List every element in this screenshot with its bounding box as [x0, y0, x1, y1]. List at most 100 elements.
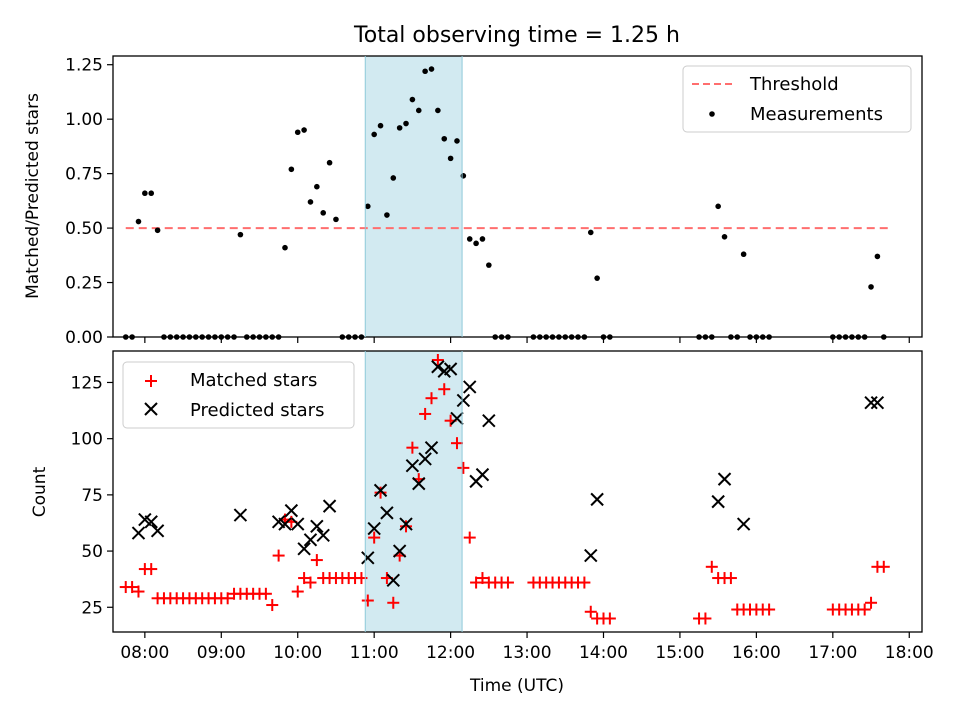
y-tick-label: 75 — [81, 486, 103, 506]
bottom-legend: Matched stars Predicted stars — [122, 361, 355, 429]
measurement-point — [454, 138, 460, 144]
matched-star-point — [438, 383, 451, 396]
predicted-star-point — [431, 360, 445, 374]
predicted-star-point — [316, 528, 330, 543]
x-tick-label: 09:00 — [197, 643, 246, 663]
matched-star-point — [310, 554, 323, 567]
x-tick-label: 11:00 — [350, 643, 399, 663]
measurement-point — [326, 159, 333, 166]
measurement-point — [473, 240, 479, 247]
measurement-point — [288, 166, 295, 173]
predicted-star-point — [405, 458, 420, 473]
predicted-star-point — [711, 494, 725, 509]
y-tick-label: 0.75 — [65, 165, 103, 185]
measurement-point — [237, 231, 244, 238]
matched-star-point — [425, 392, 438, 405]
measurement-point — [377, 122, 384, 129]
measurement-point — [587, 229, 594, 236]
legend-predicted-swatch — [144, 402, 158, 416]
bottom-matched-points — [119, 353, 890, 625]
predicted-star-point — [373, 483, 388, 498]
top-legend: Threshold Measurements — [682, 65, 912, 133]
measurement-point — [403, 120, 409, 127]
predicted-star-point — [864, 395, 878, 410]
x-axis-label: Time (UTC) — [469, 676, 564, 696]
predicted-star-point — [717, 472, 732, 486]
measurement-point — [874, 253, 881, 260]
predicted-star-point — [322, 499, 337, 513]
measurement-point — [721, 233, 728, 240]
predicted-star-point — [424, 440, 439, 455]
predicted-star-point — [456, 393, 471, 408]
legend-matched-label: Matched stars — [190, 370, 317, 391]
measurement-point — [301, 127, 307, 133]
predicted-star-point — [233, 508, 248, 522]
predicted-star-point — [386, 573, 400, 588]
matched-star-point — [705, 560, 718, 573]
measurement-point — [486, 262, 492, 268]
measurement-point — [435, 107, 441, 114]
measurement-point — [333, 216, 339, 223]
predicted-star-point — [291, 517, 305, 531]
y-tick-label: 125 — [71, 373, 103, 393]
predicted-star-point — [399, 517, 413, 531]
bottom-y-axis-label: Count — [30, 466, 50, 517]
measurement-point — [422, 68, 428, 75]
matched-star-point — [699, 612, 712, 625]
predicted-star-point — [278, 517, 292, 531]
measurement-point — [396, 125, 403, 131]
measurement-point — [154, 227, 161, 234]
matched-star-point — [406, 441, 419, 454]
x-tick-label: 08:00 — [120, 643, 169, 663]
bottom-predicted-points — [131, 360, 885, 588]
predicted-star-point — [584, 548, 598, 563]
matched-star-point — [584, 605, 597, 618]
x-tick-label: 12:00 — [426, 643, 475, 663]
matched-star-point — [858, 603, 871, 616]
bottom-legend-frame — [122, 361, 355, 429]
measurement-point — [135, 218, 142, 225]
predicted-star-point — [380, 506, 394, 520]
predicted-star-point — [870, 395, 885, 410]
matched-star-point — [304, 576, 317, 589]
measurement-point — [320, 210, 327, 216]
predicted-star-point — [367, 521, 381, 536]
measurement-point — [371, 131, 377, 138]
matched-star-point — [387, 596, 400, 609]
measurement-point — [148, 190, 155, 197]
y-tick-label: 1.25 — [65, 56, 103, 76]
y-tick-label: 1.00 — [65, 110, 103, 130]
bottom-plot-frame — [112, 350, 923, 633]
chart-title: Total observing time = 1.25 h — [353, 23, 680, 48]
matched-star-point — [266, 599, 279, 612]
matched-star-point — [470, 576, 483, 589]
y-tick-label: 0.50 — [65, 219, 103, 239]
measurement-point — [868, 284, 874, 290]
measurement-point — [428, 66, 435, 72]
predicted-star-point — [443, 362, 458, 376]
matched-star-point — [603, 612, 616, 625]
y-tick-label: 100 — [71, 430, 103, 450]
x-tick-label: 16:00 — [732, 643, 781, 663]
matched-star-point — [400, 520, 413, 533]
measurement-point — [594, 275, 600, 281]
matched-star-point — [132, 585, 145, 598]
legend-predicted-label: Predicted stars — [190, 400, 324, 421]
predicted-star-point — [131, 526, 146, 540]
predicted-star-point — [412, 476, 426, 491]
x-tick-label: 17:00 — [808, 643, 857, 663]
predicted-star-point — [450, 411, 464, 426]
measurement-point — [409, 96, 416, 103]
bottom-panel: 25 50 75 100 125 08:00 09:00 10:00 11:00 12:00 13… — [30, 350, 934, 696]
matched-star-point — [501, 576, 514, 589]
matched-star-point — [374, 486, 387, 499]
matched-star-point — [298, 572, 311, 585]
measurement-point — [415, 107, 422, 114]
predicted-star-point — [736, 517, 751, 531]
top-legend-frame — [682, 65, 912, 133]
legend-measurements-swatch — [709, 111, 715, 117]
predicted-star-point — [284, 503, 299, 518]
matched-star-point — [361, 594, 374, 607]
matched-star-point — [463, 531, 476, 544]
